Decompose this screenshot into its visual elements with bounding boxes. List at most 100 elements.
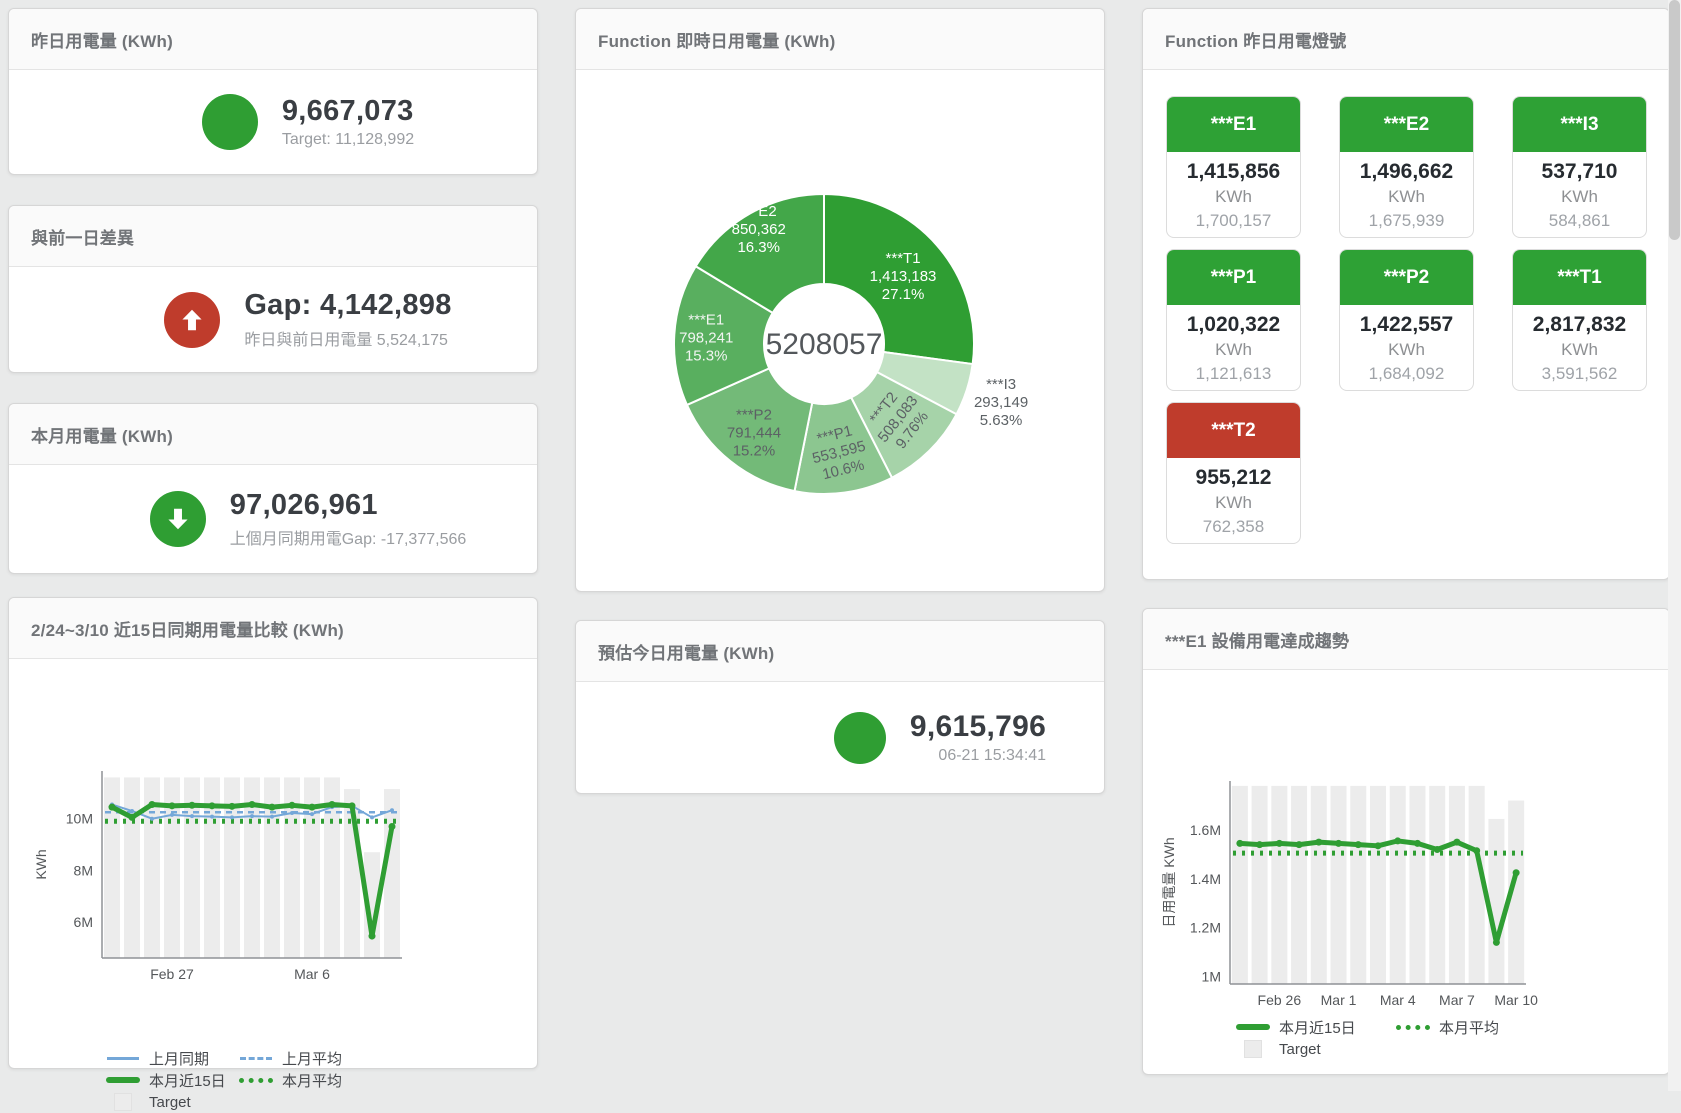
scrollbar-thumb[interactable] xyxy=(1669,0,1680,240)
card-title: 預估今日用電量 (KWh) xyxy=(576,621,1104,682)
lamp-target: 584,861 xyxy=(1548,211,1611,230)
thick-line-swatch-icon xyxy=(106,1077,140,1083)
lamp-tile[interactable]: ***E1 1,415,856 KWh 1,700,157 xyxy=(1166,96,1301,238)
svg-text:KWh: KWh xyxy=(33,849,49,879)
dotted-line-swatch-icon xyxy=(239,1077,273,1083)
lamp-tile[interactable]: ***I3 537,710 KWh 584,861 xyxy=(1512,96,1647,238)
svg-text:1M: 1M xyxy=(1202,969,1221,985)
svg-text:1.2M: 1.2M xyxy=(1190,920,1221,936)
lamp-value: 2,817,832 xyxy=(1532,313,1627,336)
lamp-tile-grid: ***E1 1,415,856 KWh 1,700,157 ***E2 1,496,662… xyxy=(1166,96,1647,544)
yesterday-value: 9,667,073 xyxy=(281,94,414,127)
legend-item-this-month[interactable]: 本月近15日 xyxy=(106,1070,239,1091)
svg-text:6M: 6M xyxy=(74,914,93,930)
svg-text:1.6M: 1.6M xyxy=(1190,822,1221,838)
legend-label: Target xyxy=(149,1093,191,1111)
lamp-target: 3,591,562 xyxy=(1541,364,1618,383)
svg-text:5208057: 5208057 xyxy=(766,328,883,361)
status-circle-icon xyxy=(833,711,886,764)
legend-item-target[interactable]: Target xyxy=(106,1093,239,1111)
card-realtime-donut: Function 即時日用電量 (KWh) ***T1 1,413,183 27.1… xyxy=(575,8,1105,592)
compare-legend: 上月同期 上月平均 本月近15日 本月平均 Target xyxy=(106,1047,342,1113)
lamp-name: ***T2 xyxy=(1167,403,1300,458)
card-15day-compare: 2/24~3/10 近15日同期用電量比較 (KWh) 6M 8M 10M Feb 2… xyxy=(8,597,538,1111)
lamp-target: 1,675,939 xyxy=(1368,211,1445,230)
gap-sub: 昨日與前日用電量 5,524,175 xyxy=(244,331,448,349)
legend-item-this-avg[interactable]: 本月平均 xyxy=(239,1070,342,1091)
legend-item-prev-avg[interactable]: 上月平均 xyxy=(239,1048,342,1069)
lamp-name: ***E2 xyxy=(1340,97,1473,152)
e1-trend-chart[interactable]: 1M 1.2M 1.4M 1.6M Feb 26 Mar 1 Mar 4 Mar 7 Mar 1… xyxy=(1143,669,1667,1014)
card-title: 本月用電量 (KWh) xyxy=(9,404,537,465)
lamp-unit: KWh xyxy=(1561,187,1598,206)
svg-text:Mar 4: Mar 4 xyxy=(1380,992,1416,1008)
lamp-unit: KWh xyxy=(1215,493,1252,512)
card-e1-trend: ***E1 設備用電達成趨勢 1M 1.2M 1.4M 1.6M Feb 26 Mar 1… xyxy=(1142,608,1670,1075)
bar-swatch-icon xyxy=(1244,1040,1262,1058)
lamp-unit: KWh xyxy=(1561,340,1598,359)
bar-swatch-icon xyxy=(114,1093,132,1111)
svg-text:8M: 8M xyxy=(74,862,93,878)
lamp-target: 762,358 xyxy=(1202,517,1265,536)
lamp-name: ***E1 xyxy=(1167,97,1300,152)
legend-item-this-month[interactable]: 本月近15日 xyxy=(1236,1017,1396,1038)
legend-label: 本月近15日 xyxy=(149,1072,226,1090)
svg-text:Mar 6: Mar 6 xyxy=(294,966,330,982)
legend-label: 本月平均 xyxy=(1439,1019,1500,1037)
dotted-line-swatch-icon xyxy=(1396,1024,1430,1030)
lamp-name: ***I3 xyxy=(1513,97,1646,152)
svg-text:***T2508,0839.76%: ***T2508,0839.76% xyxy=(860,381,935,456)
lamp-name: ***T1 xyxy=(1513,250,1646,305)
lamp-tile[interactable]: ***T2 955,212 KWh 762,358 xyxy=(1166,402,1301,544)
arrow-up-icon xyxy=(164,291,221,348)
legend-item-this-avg[interactable]: 本月平均 xyxy=(1396,1017,1499,1038)
lamp-tile[interactable]: ***E2 1,496,662 KWh 1,675,939 xyxy=(1339,96,1474,238)
lamp-unit: KWh xyxy=(1215,340,1252,359)
card-estimate-today: 預估今日用電量 (KWh) 9,615,796 06-21 15:34:41 xyxy=(575,620,1105,794)
lamp-unit: KWh xyxy=(1388,340,1425,359)
month-value: 97,026,961 xyxy=(229,488,378,521)
trend-legend: 本月近15日 本月平均 Target xyxy=(1236,1016,1499,1060)
lamp-unit: KWh xyxy=(1215,187,1252,206)
legend-label: 本月近15日 xyxy=(1279,1019,1356,1037)
legend-label: 上月平均 xyxy=(282,1050,343,1068)
scrollbar-track[interactable] xyxy=(1668,0,1681,1091)
lamp-tile[interactable]: ***P2 1,422,557 KWh 1,684,092 xyxy=(1339,249,1474,391)
lamp-target: 1,121,613 xyxy=(1195,364,1272,383)
dashed-line-swatch-icon xyxy=(240,1056,272,1060)
card-title: Function 昨日用電燈號 xyxy=(1143,9,1669,70)
legend-item-target[interactable]: Target xyxy=(1236,1040,1369,1058)
lamp-value: 1,496,662 xyxy=(1359,160,1454,183)
svg-text:Mar 7: Mar 7 xyxy=(1439,992,1475,1008)
lamp-value: 1,415,856 xyxy=(1186,160,1281,183)
compare-chart[interactable]: 6M 8M 10M Feb 27 Mar 6 KWh xyxy=(9,658,535,1000)
realtime-donut-chart[interactable]: ***T1 1,413,183 27.1% ***I3 293,149 5.63% ***T… xyxy=(576,69,1102,589)
svg-text:1.4M: 1.4M xyxy=(1190,871,1221,887)
card-yesterday-usage: 昨日用電量 (KWh) 9,667,073 Target: 11,128,992 xyxy=(8,8,538,175)
lamp-unit: KWh xyxy=(1388,187,1425,206)
card-title: ***E1 設備用電達成趨勢 xyxy=(1143,609,1669,670)
estimate-value: 9,615,796 xyxy=(909,709,1047,743)
yesterday-target: Target: 11,128,992 xyxy=(281,131,415,149)
card-title: 與前一日差異 xyxy=(9,206,537,267)
svg-text:日用電量 KWh: 日用電量 KWh xyxy=(1161,837,1177,927)
lamp-tile[interactable]: ***T1 2,817,832 KWh 3,591,562 xyxy=(1512,249,1647,391)
status-circle-icon xyxy=(201,94,258,150)
lamp-tile[interactable]: ***P1 1,020,322 KWh 1,121,613 xyxy=(1166,249,1301,391)
month-gap: 上個月同期用電Gap: -17,377,566 xyxy=(229,531,467,549)
card-title: 2/24~3/10 近15日同期用電量比較 (KWh) xyxy=(9,598,537,659)
line-swatch-icon xyxy=(107,1056,139,1060)
legend-label: Target xyxy=(1279,1040,1321,1058)
lamp-value: 537,710 xyxy=(1541,160,1618,183)
lamp-target: 1,700,157 xyxy=(1195,211,1272,230)
legend-label: 本月平均 xyxy=(282,1072,343,1090)
svg-text:Feb 27: Feb 27 xyxy=(150,966,194,982)
svg-text:10M: 10M xyxy=(66,811,93,827)
legend-item-prev-month[interactable]: 上月同期 xyxy=(106,1048,239,1069)
lamp-value: 1,020,322 xyxy=(1186,313,1281,336)
